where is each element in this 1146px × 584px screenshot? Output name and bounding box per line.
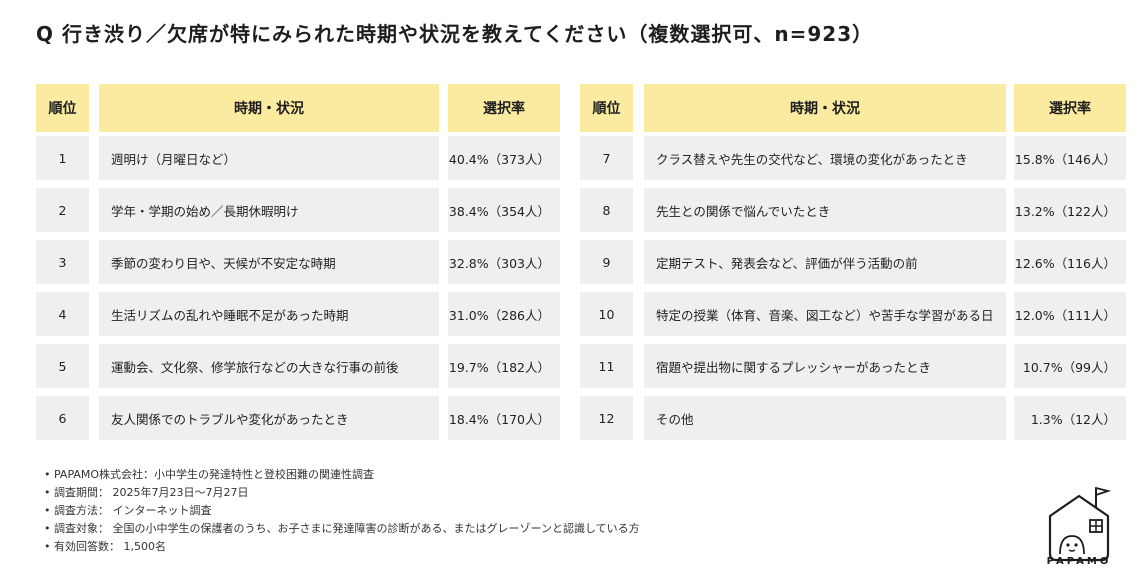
table-row: 2 学年・学期の始め／長期休暇明け 38.4%（354人）	[36, 188, 560, 232]
rate-cell: 12.6%（116人）	[1014, 240, 1126, 284]
item-cell: 学年・学期の始め／長期休暇明け	[99, 188, 439, 232]
survey-note: 調査対象： 全国の小中学生の保護者のうち、お子さまに発達障害の診断がある、または…	[44, 520, 640, 538]
table-row: 8 先生との関係で悩んでいたとき 13.2%（122人）	[580, 188, 1126, 232]
rank-cell: 10	[580, 292, 633, 336]
house-logo-icon	[1048, 486, 1112, 562]
rank-cell: 3	[36, 240, 89, 284]
rate-cell: 31.0%（286人）	[448, 292, 560, 336]
table-row: 10 特定の授業（体育、音楽、図工など）や苦手な学習がある日 12.0%（111人）	[580, 292, 1126, 336]
survey-note: PAPAMO株式会社：小中学生の発達特性と登校困難の関連性調査	[44, 466, 640, 484]
survey-note: 有効回答数： 1,500名	[44, 538, 640, 556]
table-row: 4 生活リズムの乱れや睡眠不足があった時期 31.0%（286人）	[36, 292, 560, 336]
table-row: 5 運動会、文化祭、修学旅行などの大きな行事の前後 19.7%（182人）	[36, 344, 560, 388]
item-cell: 季節の変わり目や、天候が不安定な時期	[99, 240, 439, 284]
item-cell: 生活リズムの乱れや睡眠不足があった時期	[99, 292, 439, 336]
table-row: 3 季節の変わり目や、天候が不安定な時期 32.8%（303人）	[36, 240, 560, 284]
item-cell: 運動会、文化祭、修学旅行などの大きな行事の前後	[99, 344, 439, 388]
table-row: 7 クラス替えや先生の交代など、環境の変化があったとき 15.8%（146人）	[580, 136, 1126, 180]
rank-cell: 7	[580, 136, 633, 180]
rate-cell: 40.4%（373人）	[448, 136, 560, 180]
table-header-row: 順位 時期・状況 選択率	[36, 84, 560, 132]
header-rate: 選択率	[448, 84, 560, 132]
rate-cell: 12.0%（111人）	[1014, 292, 1126, 336]
item-cell: 宿題や提出物に関するプレッシャーがあったとき	[644, 344, 1006, 388]
item-cell: 先生との関係で悩んでいたとき	[644, 188, 1006, 232]
rank-cell: 9	[580, 240, 633, 284]
logo-text: PAPAMO	[1046, 556, 1112, 567]
rank-cell: 6	[36, 396, 89, 440]
rate-cell: 13.2%（122人）	[1014, 188, 1126, 232]
rate-cell: 1.3%（12人）	[1014, 396, 1126, 440]
table-row: 1 週明け（月曜日など） 40.4%（373人）	[36, 136, 560, 180]
rank-cell: 5	[36, 344, 89, 388]
item-cell: 週明け（月曜日など）	[99, 136, 439, 180]
table-row: 9 定期テスト、発表会など、評価が伴う活動の前 12.6%（116人）	[580, 240, 1126, 284]
header-rank: 順位	[36, 84, 89, 132]
rate-cell: 38.4%（354人）	[448, 188, 560, 232]
item-cell: 友人関係でのトラブルや変化があったとき	[99, 396, 439, 440]
table-row: 6 友人関係でのトラブルや変化があったとき 18.4%（170人）	[36, 396, 560, 440]
header-rank: 順位	[580, 84, 633, 132]
table-row: 11 宿題や提出物に関するプレッシャーがあったとき 10.7%（99人）	[580, 344, 1126, 388]
header-item: 時期・状況	[644, 84, 1006, 132]
survey-notes: PAPAMO株式会社：小中学生の発達特性と登校困難の関連性調査調査期間： 202…	[44, 466, 640, 556]
item-cell: クラス替えや先生の交代など、環境の変化があったとき	[644, 136, 1006, 180]
ranking-tables: 順位 時期・状況 選択率 1 週明け（月曜日など） 40.4%（373人） 2 学年・学期の始…	[36, 84, 1126, 444]
item-cell: 定期テスト、発表会など、評価が伴う活動の前	[644, 240, 1006, 284]
rate-cell: 19.7%（182人）	[448, 344, 560, 388]
rate-cell: 32.8%（303人）	[448, 240, 560, 284]
survey-note: 調査方法： インターネット調査	[44, 502, 640, 520]
header-rate: 選択率	[1014, 84, 1126, 132]
item-cell: その他	[644, 396, 1006, 440]
item-cell: 特定の授業（体育、音楽、図工など）や苦手な学習がある日	[644, 292, 1006, 336]
rank-cell: 2	[36, 188, 89, 232]
survey-note: 調査期間： 2025年7月23日〜7月27日	[44, 484, 640, 502]
table-header-row: 順位 時期・状況 選択率	[580, 84, 1126, 132]
rank-cell: 4	[36, 292, 89, 336]
table-row: 12 その他 1.3%（12人）	[580, 396, 1126, 440]
rate-cell: 10.7%（99人）	[1014, 344, 1126, 388]
rank-cell: 8	[580, 188, 633, 232]
header-item: 時期・状況	[99, 84, 439, 132]
rate-cell: 18.4%（170人）	[448, 396, 560, 440]
rate-cell: 15.8%（146人）	[1014, 136, 1126, 180]
page-title: Q 行き渋り／欠席が特にみられた時期や状況を教えてください（複数選択可、n=92…	[36, 22, 874, 46]
rank-cell: 12	[580, 396, 633, 440]
rank-cell: 1	[36, 136, 89, 180]
rank-cell: 11	[580, 344, 633, 388]
